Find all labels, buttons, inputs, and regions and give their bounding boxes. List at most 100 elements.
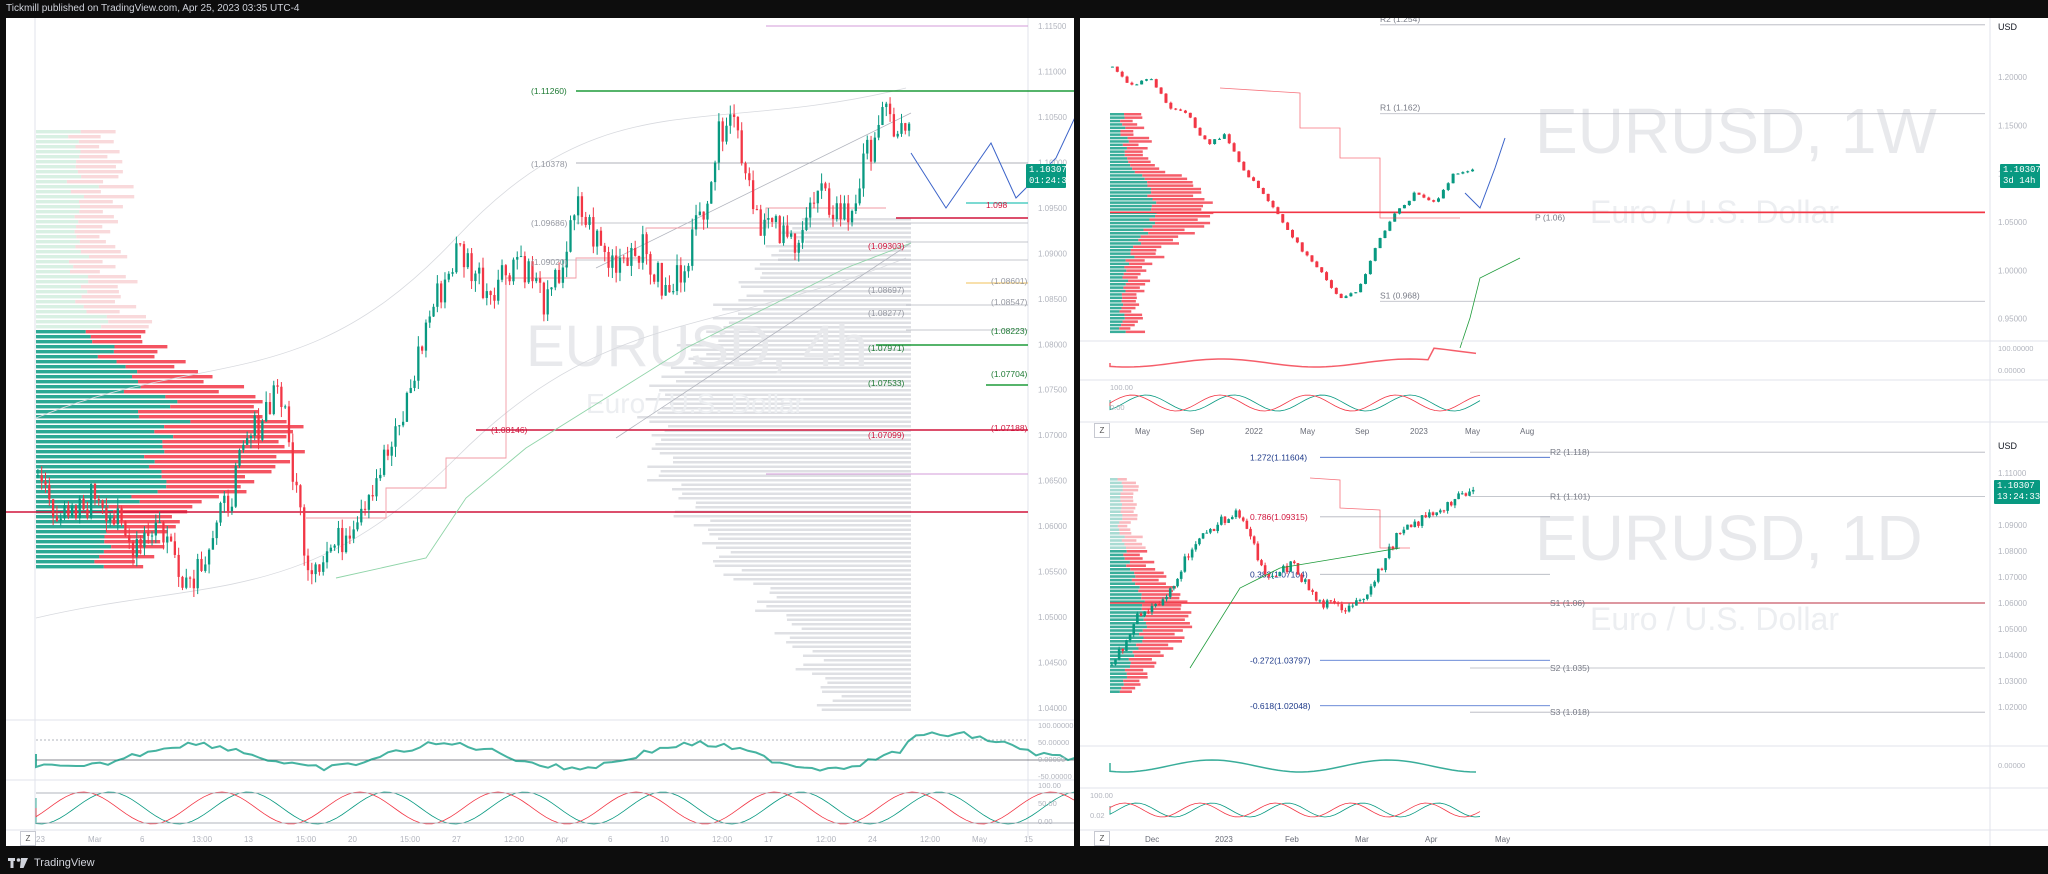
volume-profile-bar-down: [68, 135, 101, 139]
volume-profile-bar-down: [80, 150, 120, 154]
volume-profile-bar-up: [1110, 578, 1132, 582]
volume-profile-bar-down: [98, 185, 134, 189]
volume-profile-bar-down: [1144, 177, 1188, 181]
main-chart-4h[interactable]: EURUSD, 4h Euro / U.S. Dollar (1.11260) (…: [6, 18, 1074, 846]
candle-body: [1413, 521, 1417, 528]
volume-profile-session-bar: [781, 231, 911, 234]
volume-profile-bar-down: [177, 400, 263, 404]
volume-profile-bar-up: [1110, 611, 1147, 614]
volume-profile-bar-down: [76, 160, 123, 164]
volume-profile-bar-up: [1110, 643, 1137, 647]
price-axis-label: 1.08000: [1038, 340, 1067, 349]
candle-body: [1460, 493, 1464, 495]
daily-chart-canvas[interactable]: EURUSD, 1D Euro / U.S. Dollar USD 1.11000…: [1080, 438, 2048, 846]
volume-profile-bar-down: [78, 140, 114, 144]
stop-line-green: [1189, 547, 1401, 669]
candle-body: [1432, 200, 1436, 202]
zoom-button[interactable]: Z: [1094, 831, 1110, 846]
price-axis-label: 1.04000: [1038, 704, 1067, 713]
candle-body: [1431, 512, 1435, 516]
volume-profile-bar-down: [1121, 506, 1136, 510]
volume-profile-session-bar: [757, 600, 911, 603]
pivot-label: R2 (1.254): [1380, 18, 1420, 24]
candle-body: [63, 505, 66, 519]
candle-body: [1409, 524, 1413, 528]
volume-profile-bar-down: [1122, 143, 1139, 147]
candle-body: [1115, 66, 1119, 72]
volume-profile-bar-up: [1110, 503, 1123, 506]
volume-profile-bar-down: [1120, 499, 1134, 503]
projection-path: [1464, 137, 1506, 209]
candle-body: [869, 139, 873, 162]
candle-body: [877, 124, 880, 138]
volume-profile-session-bar: [661, 438, 911, 441]
volume-profile-session-bar: [647, 479, 911, 482]
volume-profile-bar-down: [1119, 690, 1132, 693]
stoch-k-line: [1109, 394, 1481, 412]
volume-profile-bar-up: [1110, 198, 1153, 201]
volume-profile-bar-down: [165, 395, 256, 399]
volume-profile-bar-up: [1110, 228, 1144, 232]
volume-profile-bar-up: [36, 170, 78, 174]
candle-body: [1395, 533, 1398, 549]
volume-profile-bar-down: [1121, 300, 1136, 303]
zoom-button[interactable]: Z: [20, 831, 36, 846]
volume-profile-session-bar: [719, 555, 911, 558]
volume-profile-bar-up: [36, 135, 69, 139]
volume-profile-session-bar: [746, 294, 911, 297]
volume-profile-session-bar: [753, 582, 911, 585]
price-axis-label: 1.04000: [1998, 651, 2027, 660]
candle-body: [128, 535, 131, 542]
volume-profile-bar-up: [1110, 327, 1120, 330]
volume-profile-bar-down: [1121, 539, 1137, 542]
stop-line-green: [335, 242, 912, 579]
candle-body: [569, 220, 572, 252]
candle-body: [1176, 578, 1179, 587]
candle-body: [1329, 600, 1333, 602]
volume-profile-bar-down: [161, 470, 272, 474]
zoom-button[interactable]: Z: [1094, 423, 1110, 438]
candle-body: [1373, 248, 1377, 261]
candle-body: [1369, 586, 1373, 595]
candle-body: [181, 576, 184, 588]
volume-profile-session-bar: [712, 317, 911, 320]
volume-profile-bar-up: [36, 435, 174, 439]
pivot-label: S2 (1.035): [1550, 663, 1590, 673]
candle-body: [694, 215, 698, 230]
volume-profile-bar-up: [1110, 116, 1125, 119]
volume-profile-bar-down: [1147, 181, 1193, 184]
candle-body: [1209, 529, 1212, 533]
volume-profile-bar-up: [36, 385, 141, 389]
volume-profile-session-bar: [688, 357, 911, 360]
osc-axis-label: 50.00: [1038, 799, 1057, 808]
candle-body: [1296, 563, 1300, 575]
volume-profile-bar-down: [1156, 201, 1213, 204]
volume-profile-bar-down: [108, 505, 193, 509]
weekly-chart-canvas[interactable]: EURUSD, 1W Euro / U.S. Dollar USD1.20000…: [1080, 18, 2048, 438]
main-chart-canvas[interactable]: EURUSD, 4h Euro / U.S. Dollar (1.11260) (…: [6, 18, 1074, 846]
candle-body: [831, 214, 835, 220]
volume-profile-session-bar: [770, 587, 911, 590]
pivot-label: P (1.06): [1535, 212, 1565, 222]
volume-profile-bar-up: [36, 190, 71, 194]
candle-body: [1373, 581, 1376, 587]
volume-profile-bar-up: [1110, 686, 1122, 690]
candle-body: [1247, 170, 1251, 178]
volume-profile-bar-down: [75, 145, 100, 149]
volume-profile-bar-down: [131, 375, 213, 379]
weekly-chart-1w[interactable]: EURUSD, 1W Euro / U.S. Dollar USD 1.20000…: [1080, 18, 2048, 438]
volume-profile-bar-down: [1126, 564, 1146, 567]
volume-profile-session-bar: [708, 528, 911, 531]
candle-body: [1362, 598, 1365, 600]
daily-chart-1d[interactable]: EURUSD, 1D Euro / U.S. Dollar USD 1.11000…: [1080, 438, 2048, 846]
volume-profile-bar-down: [74, 230, 111, 234]
candle-body: [904, 123, 907, 131]
volume-profile-bar-up: [36, 220, 79, 224]
candle-body: [801, 229, 804, 243]
candle-body: [1314, 591, 1318, 601]
candle-body: [850, 210, 854, 223]
volume-profile-session-bar: [675, 380, 911, 383]
candle-body: [580, 196, 584, 217]
candle-body: [907, 123, 911, 131]
candle-body: [531, 261, 534, 282]
